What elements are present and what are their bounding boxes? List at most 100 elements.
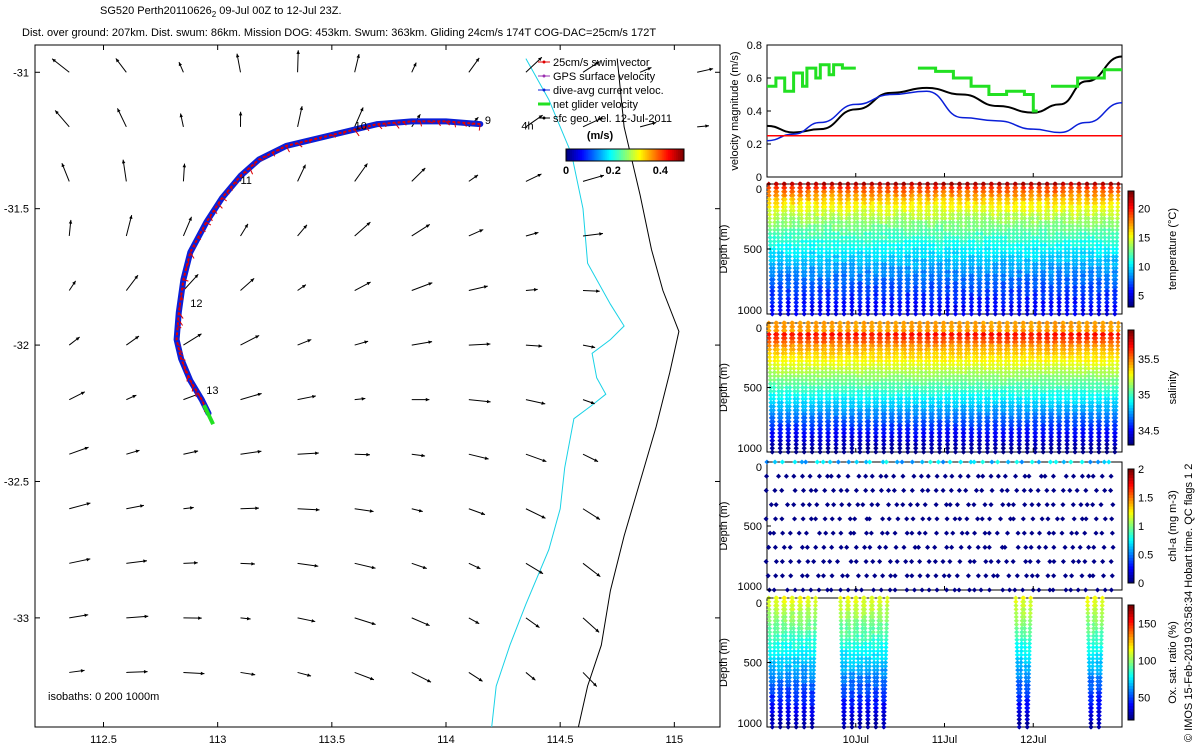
swim-vector-mark — [193, 244, 196, 248]
section-data-point — [874, 284, 880, 290]
section-data-point — [791, 215, 797, 221]
section-data-point — [849, 296, 855, 302]
section-data-point — [794, 277, 800, 283]
section-data-point — [817, 296, 824, 302]
section-data-point — [814, 212, 820, 218]
geo-velocity-arrow — [54, 110, 70, 128]
section-colorbar-segment — [1128, 237, 1134, 241]
section-data-point — [804, 215, 810, 221]
colorbar-segment — [589, 149, 593, 161]
section-colorbar-segment — [1128, 269, 1134, 273]
section-data-point — [806, 196, 812, 202]
velocity-ytick-label: 0.6 — [747, 73, 762, 85]
swim-vector-mark — [365, 126, 370, 132]
colorbar-segment — [648, 149, 652, 161]
geo-velocity-arrowhead — [538, 57, 542, 61]
isobaths-label: isobaths: 0 200 1000m — [48, 691, 159, 703]
geo-velocity-arrowhead — [486, 342, 491, 346]
section-data-point — [778, 265, 785, 271]
colorbar-segment — [603, 149, 606, 161]
colorbar-tick-label: 0 — [563, 165, 569, 177]
section-data-point — [834, 265, 840, 271]
section-data-point — [823, 246, 829, 252]
section-data-point — [786, 288, 792, 294]
section-colorbar-segment — [1128, 211, 1134, 215]
swim-vector-mark — [177, 318, 184, 326]
colorbar-segment — [652, 149, 655, 161]
section-data-point — [786, 265, 792, 271]
geo-velocity-arrowhead — [144, 614, 149, 619]
swim-vector-mark — [419, 121, 423, 127]
geo-velocity-arrowhead — [314, 563, 319, 568]
section-data-point — [883, 238, 889, 244]
colorbar-segment — [571, 149, 575, 161]
section-data-point — [826, 277, 832, 283]
map-xtick-label: 113 — [209, 734, 227, 746]
section-data-point — [826, 257, 833, 264]
section-data-point — [834, 269, 840, 275]
colorbar-segment — [660, 149, 663, 161]
section-colorbar-segment — [1128, 298, 1134, 302]
section-colorbar-segment — [1128, 214, 1134, 218]
section-data-point — [858, 257, 864, 264]
map-xtick-label: 114 — [437, 734, 455, 746]
section-colorbar-segment — [1128, 283, 1134, 288]
velocity-ytick-label: 0.2 — [747, 139, 762, 151]
section-data-point — [796, 215, 802, 221]
section-data-point — [780, 215, 786, 221]
geo-velocity-arrowhead — [188, 216, 192, 221]
map-frame — [34, 44, 721, 728]
section-data-point — [833, 296, 839, 302]
section-data-point — [871, 238, 877, 244]
geo-velocity-arrowhead — [299, 106, 304, 111]
swim-vector-mark — [205, 221, 212, 226]
geo-velocity-arrowhead — [475, 57, 480, 62]
geo-velocity-arrowhead — [182, 163, 187, 168]
colorbar-segment — [607, 149, 610, 161]
coastline-line — [577, 58, 680, 728]
section-data-point — [890, 277, 896, 283]
section-data-point — [886, 215, 892, 221]
geo-velocity-arrowhead — [538, 344, 543, 348]
section-data-point — [853, 181, 859, 187]
section-data-point — [811, 257, 817, 264]
geo-velocity-arrowhead — [68, 219, 73, 224]
geo-velocity-arrow — [51, 58, 70, 73]
section-data-point — [817, 311, 823, 317]
net-velocity-mark — [202, 404, 215, 426]
section-data-point — [822, 181, 828, 187]
section-data-point — [847, 231, 853, 237]
geo-velocity-arrowhead — [356, 54, 360, 59]
geo-velocity-arrowhead — [143, 559, 147, 563]
section-colorbar-segment — [1128, 246, 1134, 250]
map-ytick-label: -33 — [13, 613, 29, 625]
swim-vector-mark — [209, 215, 213, 222]
section-data-point — [818, 277, 824, 283]
geo-velocity-arrow — [582, 117, 603, 128]
section-data-point — [775, 234, 781, 241]
section-data-point — [850, 257, 856, 264]
geo-velocity-arrowhead — [84, 446, 89, 451]
geo-velocity-arrowhead — [52, 58, 56, 63]
section-colorbar-segment — [1128, 260, 1134, 264]
section-colorbar-segment — [1128, 278, 1134, 282]
section-data-point — [875, 215, 881, 221]
section-data-point — [859, 246, 865, 252]
geo-velocity-arrowhead — [478, 677, 483, 682]
section-data-point — [782, 204, 788, 210]
colorbar-segment — [567, 149, 571, 161]
legend-marker — [542, 74, 546, 78]
swim-vector-mark — [308, 140, 311, 143]
colorbar-segment — [668, 149, 671, 161]
section-data-point — [771, 257, 777, 264]
section-colorbar-segment — [1128, 263, 1134, 267]
geo-velocity-arrowhead — [72, 280, 76, 285]
swim-vector-mark — [230, 186, 233, 191]
swim-vector-mark — [272, 152, 276, 157]
section-data-point — [867, 215, 874, 221]
swim-vector-mark — [177, 343, 181, 347]
geo-velocity-arrowhead — [416, 114, 421, 119]
